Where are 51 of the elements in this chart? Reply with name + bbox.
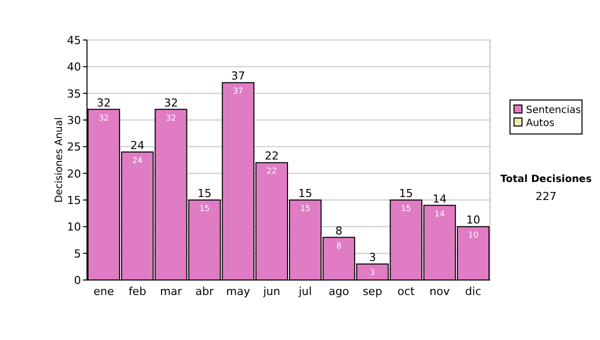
y-tick-label: 20 bbox=[67, 167, 81, 180]
annotation: 24 bbox=[132, 156, 142, 165]
annotation: 22 bbox=[266, 166, 277, 176]
annotation: 37 bbox=[233, 86, 244, 96]
x-tick-label: feb bbox=[128, 285, 146, 298]
y-tick-label: 5 bbox=[74, 247, 81, 260]
y-tick-label: 10 bbox=[67, 220, 81, 234]
y-tick-label: 40 bbox=[67, 60, 81, 74]
annotation: 15 bbox=[199, 204, 210, 213]
x-tick-label: mar bbox=[160, 285, 182, 298]
y-tick-label: 25 bbox=[67, 140, 81, 154]
annotation: 14 bbox=[434, 209, 445, 218]
data-label: 10 bbox=[466, 214, 480, 227]
x-tick-label: jun bbox=[262, 285, 280, 298]
y-axis-title: Decisiones Anual bbox=[54, 117, 65, 203]
text: 227 bbox=[536, 190, 556, 203]
annotation: 15 bbox=[300, 204, 310, 213]
x-tick-label: may bbox=[226, 285, 251, 298]
y-tick-label: 30 bbox=[67, 114, 81, 127]
x-tick-label: ago bbox=[328, 285, 350, 298]
x-tick-label: nov bbox=[430, 285, 450, 298]
x-tick-label: sep bbox=[362, 285, 382, 298]
x-tick-label: oct bbox=[397, 285, 416, 298]
y-tick-label: 35 bbox=[67, 87, 81, 100]
annotation: 32 bbox=[98, 113, 109, 122]
data-label: 15 bbox=[399, 187, 414, 200]
data-label: 37 bbox=[231, 70, 246, 83]
x-tick-label: dic bbox=[465, 285, 482, 298]
x-tick-label: jul bbox=[298, 285, 312, 298]
annotation: 8 bbox=[336, 241, 342, 250]
legend-label: Autos bbox=[526, 118, 554, 129]
annotation: 15 bbox=[400, 204, 412, 213]
x-tick-label: ene bbox=[94, 285, 114, 298]
data-label: 15 bbox=[198, 187, 212, 200]
data-label: 8 bbox=[335, 224, 342, 238]
data-label: 22 bbox=[264, 150, 279, 163]
data-label: 14 bbox=[432, 192, 447, 206]
data-label: 3 bbox=[368, 251, 376, 264]
x-tick-label: abr bbox=[195, 285, 214, 298]
y-tick-label: 0 bbox=[74, 274, 81, 287]
annotation: 10 bbox=[468, 230, 478, 240]
text: Total Decisiones bbox=[500, 174, 592, 185]
y-tick-label: 45 bbox=[67, 34, 81, 47]
legend-label: Sentencias bbox=[526, 105, 581, 116]
data-label: 24 bbox=[130, 139, 144, 152]
annotation: 32 bbox=[166, 113, 176, 122]
data-label: 32 bbox=[164, 96, 178, 110]
data-label: 32 bbox=[96, 96, 111, 110]
annotation: 3 bbox=[370, 268, 376, 277]
y-tick-label: 15 bbox=[67, 194, 81, 207]
data-label: 15 bbox=[298, 187, 312, 200]
